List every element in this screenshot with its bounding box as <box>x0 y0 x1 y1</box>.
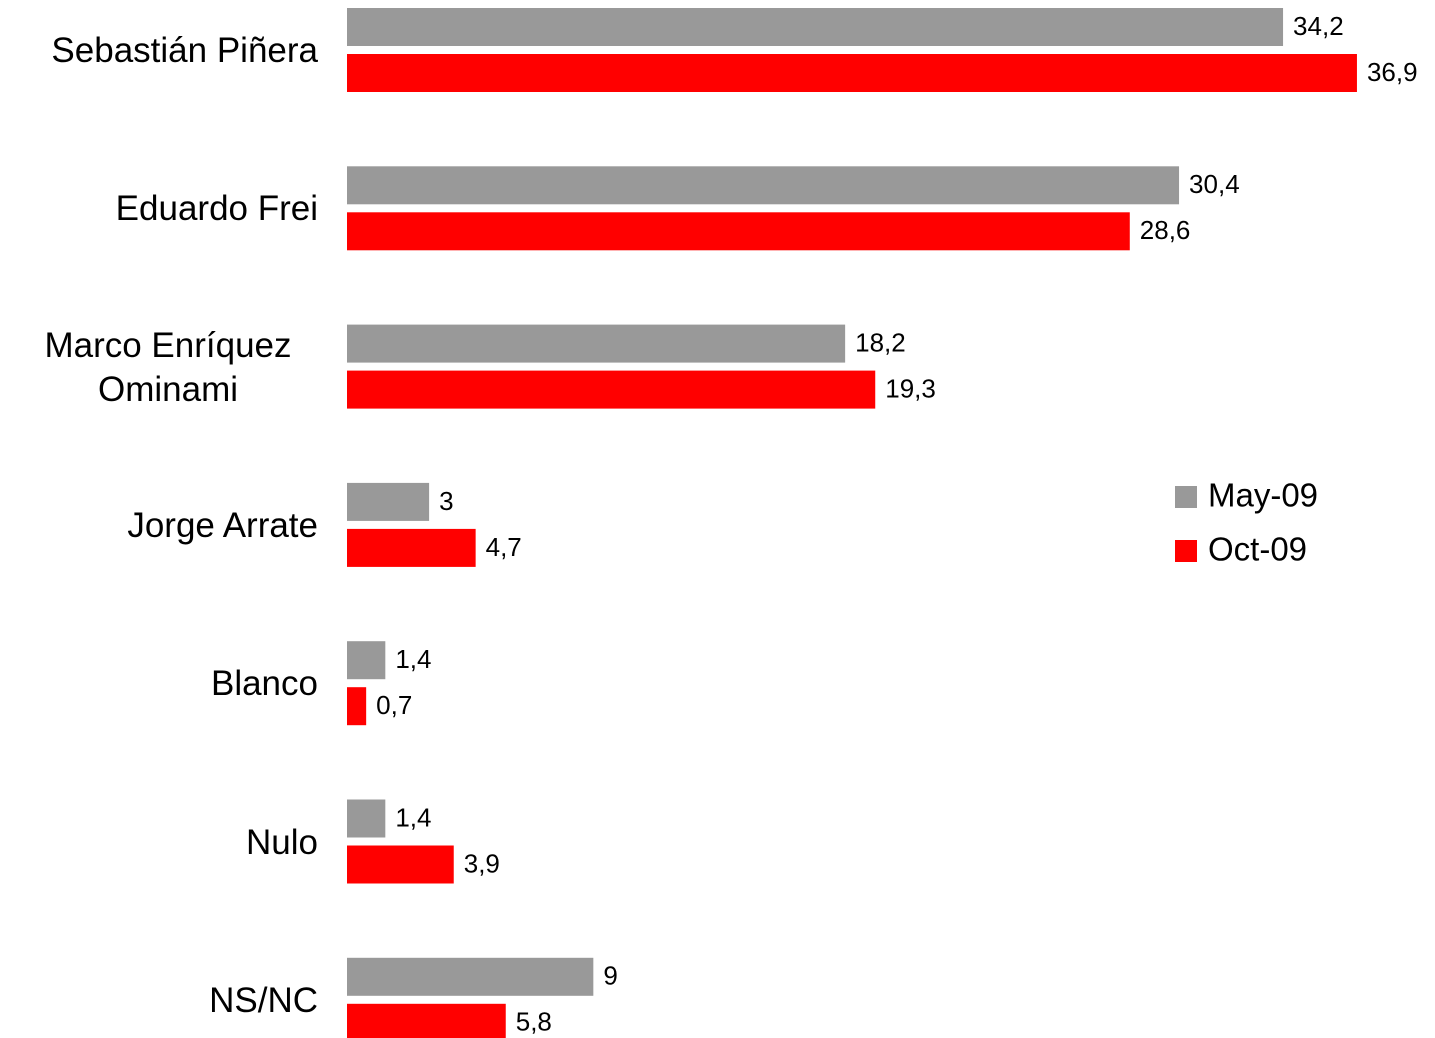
legend-label: May-09 <box>1208 477 1318 514</box>
bar <box>347 845 454 884</box>
value-label: 1,4 <box>395 802 431 832</box>
category-label: Nulo <box>0 783 318 903</box>
value-label: 5,8 <box>516 1007 552 1037</box>
value-label: 30,4 <box>1189 169 1240 199</box>
value-label: 9 <box>603 961 617 991</box>
bar <box>347 957 594 996</box>
bar <box>347 212 1130 251</box>
value-label: 18,2 <box>855 327 906 357</box>
category-text: Blanco <box>210 664 318 704</box>
legend-label: Oct-09 <box>1208 531 1307 568</box>
category-text: NS/NC <box>209 980 318 1020</box>
category-text: Nulo <box>246 822 318 862</box>
bar <box>347 8 1284 46</box>
bar <box>347 1003 506 1038</box>
category-text: Jorge Arrate <box>127 505 318 545</box>
bar <box>347 641 386 680</box>
category-text: Sebastián Piñera <box>51 31 318 70</box>
bar <box>347 324 846 363</box>
value-label: 3 <box>439 486 453 516</box>
bar <box>347 54 1357 92</box>
category-label: Marco Enríquez Ominami <box>0 308 318 428</box>
value-label: 19,3 <box>885 373 936 403</box>
category-label: Sebastián Piñera <box>0 0 318 111</box>
bar <box>347 482 430 521</box>
value-label: 1,4 <box>395 644 431 674</box>
category-text: Marco Enríquez Ominami <box>44 325 292 409</box>
value-label: 3,9 <box>464 848 500 878</box>
category-label: Jorge Arrate <box>0 466 318 586</box>
bar <box>347 687 367 726</box>
value-label: 0,7 <box>376 690 412 720</box>
value-label: 28,6 <box>1140 215 1191 245</box>
bar <box>347 370 876 409</box>
legend-swatch <box>1175 540 1197 562</box>
bar <box>347 166 1180 205</box>
category-label: Eduardo Frei <box>0 149 318 269</box>
bar <box>347 799 386 838</box>
bar <box>347 528 476 567</box>
category-text: Eduardo Frei <box>115 189 318 229</box>
category-label: Blanco <box>0 624 318 744</box>
category-label: NS/NC <box>0 941 318 1038</box>
value-label: 4,7 <box>486 532 522 562</box>
value-label: 36,9 <box>1367 57 1418 87</box>
legend-swatch <box>1175 486 1197 508</box>
value-label: 34,2 <box>1293 11 1344 41</box>
